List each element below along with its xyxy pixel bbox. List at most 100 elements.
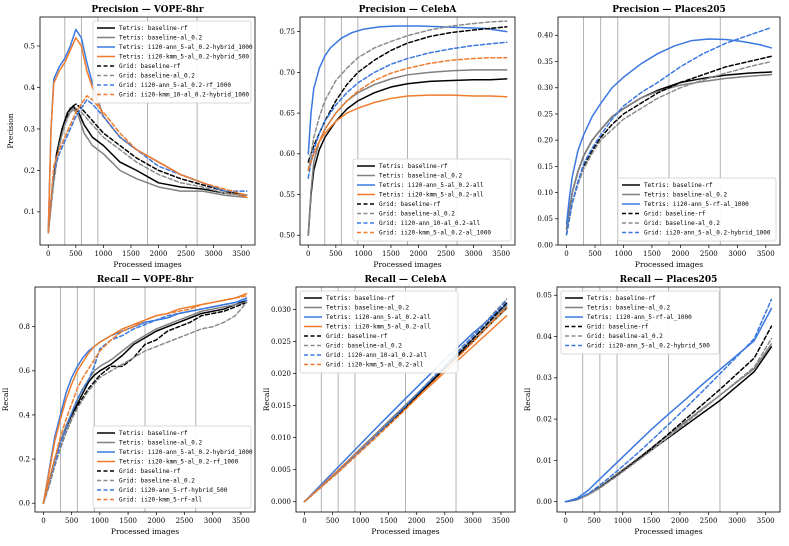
x-tick-label: 2500 [436,517,454,525]
chart-panel-1: 0 500 1000 1500 2000 2500 3000 3500 0.1 0.2 0.3 0.4… [6,5,256,269]
legend-entry: Tetris: baseline-rf [119,430,188,437]
y-tick-label: 0.010 [271,434,291,442]
legend: Tetris: baseline-rf Tetris: baseline-al_0… [617,177,777,242]
plot-frame [557,16,781,246]
legend-entry: Grid: ii20-kmm_10-al_0.2-hybrid_1000 [119,92,249,99]
x-tick-label: 1000 [352,517,370,525]
x-tick-label: 1000 [94,250,112,258]
legend-entry: Tetris: baseline-al_0.2 [119,35,202,42]
chart-panel-3: 0 500 1000 1500 2000 2500 3000 3500 0.00 0.05 0.10… [537,5,781,269]
x-tick-label: 1500 [122,250,140,258]
legend-entry: Grid: baseline-al_0.2 [644,220,720,227]
x-axis-label: Processed images [373,260,441,269]
legend-entry: Tetris: ii20-ann_5-rf-al_1000 [644,201,749,208]
series-line [42,299,248,504]
y-tick-label: 0.70 [279,69,295,77]
chart-title: Recall — Places205 [620,275,718,285]
series-line [307,69,508,236]
legend-entry: Grid: baseline-al_0.2 [119,73,195,80]
legend: Tetris: baseline-rf Tetris: baseline-al_0… [92,20,253,104]
y-tick-label: 0.3 [24,125,35,133]
series-line [565,60,773,236]
legend: Tetris: baseline-rf Tetris: baseline-al_0… [299,290,459,374]
series-line [307,25,508,155]
x-tick-label: 3000 [728,250,746,258]
y-axis-label: Recall [1,387,10,411]
y-tick-label: 0.05 [536,292,552,300]
series-line [564,307,773,503]
legend-entry: Grid: baseline-rf [644,211,706,218]
y-tick-label: 0.25 [537,110,553,118]
y-axis-label: Recall [262,387,271,411]
x-tick-label: 1500 [643,250,661,258]
plot-frame [39,16,256,246]
x-tick-label: 2500 [176,517,194,525]
x-tick-label: 2000 [408,517,426,525]
legend-entry: Tetris: baseline-al_0.2 [587,305,670,312]
legend: Tetris: baseline-rf Tetris: baseline-al_0… [92,425,253,509]
series-line [565,73,773,231]
series-line [47,103,248,234]
x-tick-label: 500 [69,250,82,258]
legend-entry: Tetris: ii20-kmm_5-al_0.2-all [379,192,484,199]
chart-panel-4: 0 500 1000 1500 2000 2500 3000 3500 0.0 0.2 0.4 0.6… [1,275,256,536]
series-line [303,306,508,503]
x-tick-label: 1000 [354,250,372,258]
legend-entry: Tetris: baseline-al_0.2 [379,173,462,180]
x-tick-label: 1500 [642,517,660,525]
y-tick-label: 0.00 [537,241,553,249]
x-tick-label: 1000 [614,517,632,525]
legend-entry: Tetris: baseline-al_0.2 [119,440,202,447]
chart-panel-5: 0 500 1000 1500 2000 2500 3000 3500 0.000 0.005 0.… [262,275,516,536]
series-line [42,295,248,504]
legend-entry: Grid: ii20-ann_5-al_0.2-rf_1000 [119,82,231,89]
plot-frame [299,16,516,246]
series-line [42,301,248,504]
y-tick-label: 0.05 [537,215,553,223]
legend-entry: Grid: baseline-rf [587,324,649,331]
series-line [565,38,773,225]
series-line [307,41,508,179]
x-tick-label: 0 [41,517,45,525]
chart-title: Recall — VOPE-8hr [97,275,194,285]
chart-title: Precision — Places205 [612,5,726,15]
x-tick-label: 3000 [464,517,482,525]
series-line [307,78,508,236]
x-tick-label: 3500 [232,517,250,525]
y-tick-label: 0.02 [536,416,552,424]
y-tick-label: 0.10 [537,189,553,197]
x-tick-label: 500 [329,250,342,258]
legend-frame [617,177,777,242]
legend-frame [92,425,252,509]
legend-entry: Tetris: baseline-rf [587,295,656,302]
y-tick-label: 0.30 [537,84,553,92]
chart-title: Precision — VOPE-8hr [91,5,203,15]
legend-entry: Grid: baseline-al_0.2 [587,333,663,340]
chart-panel-6: 0 500 1000 1500 2000 2500 3000 3500 0.00 0.01 0.02… [523,275,781,536]
y-tick-label: 0.030 [271,306,291,314]
legend-entry: Tetris: ii20-ann_5-al_0.2-all [379,182,484,189]
legend: Tetris: baseline-rf Tetris: baseline-al_0… [560,290,720,355]
chart-panel-2: 0 500 1000 1500 2000 2500 3000 3500 0.50 0.55 0.60… [279,5,516,269]
y-tick-label: 0.4 [24,84,36,92]
x-tick-label: 2500 [177,250,195,258]
x-tick-label: 3000 [465,250,483,258]
y-tick-label: 0.00 [536,498,552,506]
x-tick-label: 1000 [615,250,633,258]
plot-frame [34,286,256,513]
series-line [307,56,508,171]
series-group [42,292,248,504]
series-group [47,28,248,234]
x-tick-label: 2000 [147,517,165,525]
y-tick-label: 0.35 [537,58,553,66]
x-tick-label: 2000 [671,250,689,258]
series-line [564,298,773,503]
legend-entry: Grid: baseline-rf [119,63,181,70]
legend-entry: Grid: ii20-ann_5-al_0.2-hybrid_500 [587,343,710,350]
legend-entry: Grid: ii20-ann_10-al_0.2-all [379,220,481,227]
x-tick-label: 3500 [492,517,510,525]
x-tick-label: 3500 [757,250,775,258]
legend-frame [560,290,720,355]
series-line [47,105,248,234]
